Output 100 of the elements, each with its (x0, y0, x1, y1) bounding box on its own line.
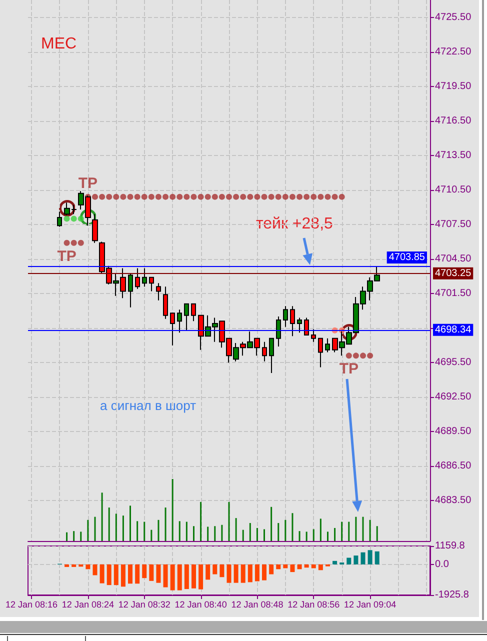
candlestick (156, 282, 161, 301)
point (247, 194, 254, 200)
candlestick (128, 273, 133, 308)
bar (170, 564, 175, 590)
point (141, 194, 148, 200)
bar (234, 564, 238, 583)
candlestick (92, 214, 98, 244)
bar (354, 556, 358, 564)
text: MEC (41, 36, 77, 52)
y-tick-label: 4686.50 (435, 460, 472, 472)
point (324, 194, 331, 200)
y-tick-label: 4695.50 (435, 357, 472, 368)
ref-line-label: 4703.85 (388, 252, 426, 263)
y-tick-label: 4701.50 (435, 288, 472, 300)
point (113, 194, 120, 200)
series-label: TP (57, 248, 76, 265)
point (240, 194, 246, 200)
bar (283, 564, 288, 568)
annotation: а сигнал в шорт (100, 398, 196, 413)
bar (290, 564, 295, 572)
bar (254, 564, 260, 582)
candlestick (135, 268, 140, 290)
point (360, 352, 366, 359)
point (198, 194, 204, 200)
bar (346, 558, 352, 564)
bar (163, 564, 168, 588)
y-tick-label: -1925.8 (435, 590, 470, 600)
y-tick-label: 4725.50 (435, 12, 472, 23)
point (296, 194, 303, 200)
point (120, 194, 126, 200)
point (78, 240, 84, 246)
bar (206, 564, 210, 580)
x-tick-label: 12 Jan 08:56 (288, 600, 340, 610)
y-tick-label: 4716.50 (435, 115, 472, 126)
bar (198, 564, 204, 590)
point (184, 194, 190, 200)
x-tick-label: 12 Jan 08:40 (174, 600, 227, 610)
series-label: TP (78, 174, 98, 192)
bar (276, 564, 281, 570)
x-tick-label: 12 Jan 08:16 (6, 600, 58, 610)
candlestick (262, 341, 267, 362)
point (304, 194, 310, 200)
point (233, 194, 240, 200)
point (254, 194, 260, 200)
point (190, 194, 197, 200)
point (346, 352, 352, 359)
bar (262, 564, 267, 580)
point (78, 216, 84, 222)
candlestick (290, 306, 295, 337)
point (155, 194, 162, 200)
point (261, 194, 268, 200)
bar (72, 564, 76, 567)
bar (114, 564, 118, 586)
point (99, 194, 106, 200)
candlestick (269, 338, 274, 374)
y-tick-label: 0.0 (435, 558, 450, 570)
bar (149, 564, 154, 581)
bar (332, 560, 338, 564)
point (268, 194, 274, 200)
point (134, 194, 140, 200)
bar (269, 564, 274, 574)
x-tick-label: 12 Jan 08:24 (62, 600, 114, 610)
bar (374, 551, 380, 564)
bar (184, 564, 189, 590)
x-tick-label: 12 Jan 09:04 (344, 600, 396, 610)
point (352, 352, 359, 359)
bar (248, 564, 252, 582)
point (148, 194, 154, 200)
candlestick (311, 328, 316, 342)
series-label: TP (339, 360, 358, 378)
y-tick-label: 4710.50 (435, 184, 472, 196)
bar (226, 564, 232, 583)
point (282, 194, 288, 200)
bar (78, 564, 84, 567)
y-tick-label: 4722.50 (435, 46, 472, 58)
bar (318, 564, 323, 570)
point (212, 194, 218, 200)
candlestick (318, 338, 323, 368)
point (367, 352, 374, 359)
bar (106, 564, 112, 586)
y-tick-label: 4692.50 (435, 392, 472, 403)
candlestick (170, 312, 175, 346)
bar (86, 564, 90, 570)
y-tick-label: 4713.50 (435, 150, 472, 161)
candlestick (283, 306, 288, 328)
candlestick (163, 286, 168, 320)
candlestick (149, 276, 154, 292)
candlestick (184, 303, 189, 331)
candlestick (57, 211, 62, 228)
point (106, 194, 112, 200)
bar (142, 564, 147, 578)
point (70, 240, 77, 246)
point (275, 194, 282, 200)
bar (191, 564, 196, 588)
candlestick (276, 316, 281, 347)
point (64, 216, 70, 222)
x-tick-label: 12 Jan 08:32 (118, 600, 170, 610)
y-tick-label: 4707.50 (435, 218, 472, 230)
point (176, 194, 183, 200)
bar (297, 564, 302, 570)
